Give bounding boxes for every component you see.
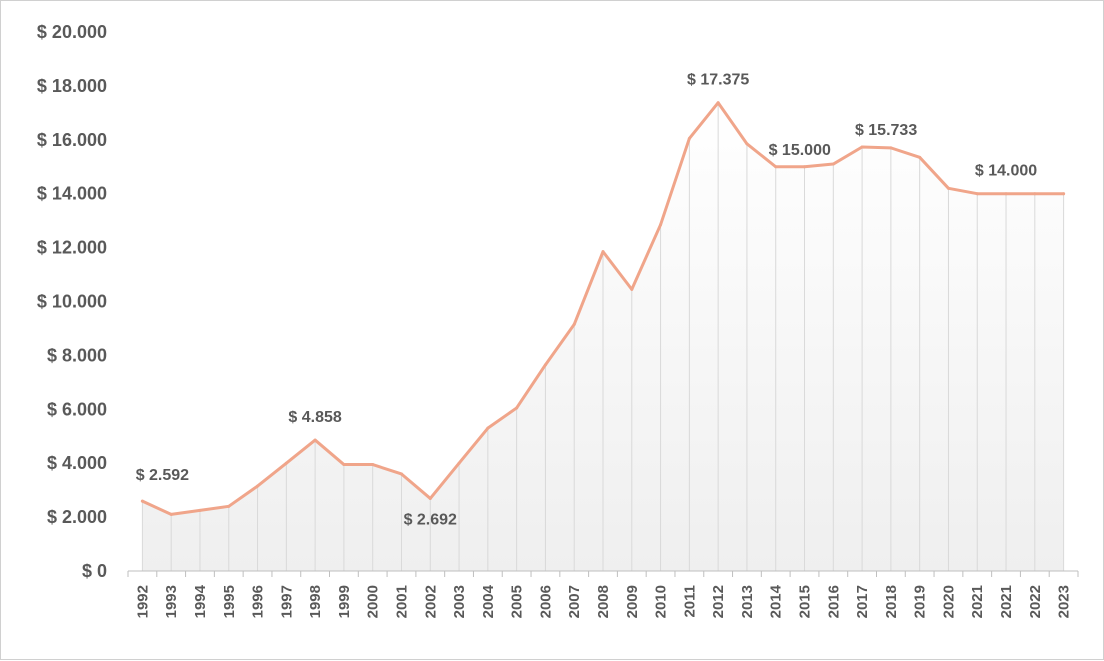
data-label: $ 4.858 <box>288 409 341 426</box>
x-tick-label: 2015 <box>797 585 814 618</box>
y-tick-label: $ 8.000 <box>47 345 107 365</box>
x-tick-label: 2000 <box>365 585 382 618</box>
data-point <box>803 165 807 169</box>
data-point <box>946 186 950 190</box>
x-tick-label: 1992 <box>134 585 151 618</box>
x-tick-label: 2016 <box>825 585 842 618</box>
y-tick-label: $ 0 <box>82 561 107 581</box>
data-point <box>227 504 231 508</box>
data-point <box>169 512 173 516</box>
x-tick-label: 2008 <box>595 585 612 618</box>
data-point <box>745 142 749 146</box>
x-tick-label: 2011 <box>681 585 698 618</box>
x-tick-label: 2012 <box>710 585 727 618</box>
data-point <box>342 463 346 467</box>
x-tick-label: 1993 <box>163 585 180 618</box>
data-labels: $ 2.592 $ 4.858 $ 2.692 $ 17.375 $ 15.000 $ 1… <box>136 72 1038 529</box>
data-point <box>716 101 720 105</box>
data-point <box>687 136 691 140</box>
x-tick-label: 1997 <box>278 585 295 618</box>
data-point <box>630 287 634 291</box>
y-tick-label: $ 12.000 <box>37 238 107 258</box>
x-tick-label: 2002 <box>422 585 439 618</box>
data-point <box>457 461 461 465</box>
data-label: $ 2.692 <box>404 511 457 528</box>
x-tick-label: 2007 <box>566 585 583 618</box>
data-point <box>256 484 260 488</box>
data-label: $ 2.592 <box>136 467 189 484</box>
data-point <box>659 223 663 227</box>
y-tick-label: $ 16.000 <box>37 130 107 150</box>
data-label: $ 14.000 <box>975 163 1037 180</box>
data-point <box>831 162 835 166</box>
data-point <box>198 508 202 512</box>
y-tick-label: $ 10.000 <box>37 292 107 312</box>
data-point <box>515 406 519 410</box>
x-tick-label: 2023 <box>1056 585 1073 618</box>
y-tick-label: $ 4.000 <box>47 453 107 473</box>
x-tick-label: 1999 <box>336 585 353 618</box>
data-label: $ 17.375 <box>687 72 749 89</box>
data-point <box>572 322 576 326</box>
data-point <box>889 146 893 150</box>
data-label: $ 15.733 <box>855 122 917 139</box>
data-point <box>860 145 864 149</box>
data-label: $ 15.000 <box>769 142 831 159</box>
data-point <box>140 499 144 503</box>
data-point <box>399 472 403 476</box>
x-tick-label: 2004 <box>480 584 497 618</box>
x-tick-label: 2009 <box>624 585 641 618</box>
x-tick-label: 1994 <box>192 584 209 618</box>
y-tick-label: $ 18.000 <box>37 76 107 96</box>
x-tick-label: 1998 <box>307 585 324 618</box>
data-point <box>774 165 778 169</box>
data-point <box>1033 192 1037 196</box>
data-point <box>313 438 317 442</box>
x-tick-label: 2001 <box>393 585 410 618</box>
data-point <box>371 463 375 467</box>
x-tick-label: 1995 <box>221 585 238 618</box>
y-tick-label: $ 2.000 <box>47 507 107 527</box>
x-tick-label: 2020 <box>940 585 957 618</box>
y-tick-label: $ 6.000 <box>47 399 107 419</box>
y-axis-tick-labels: $ 0 $ 2.000 $ 4.000 $ 6.000 $ 8.000 $ 10.000 $… <box>37 22 107 581</box>
x-tick-label: 2019 <box>912 585 929 618</box>
data-point <box>486 426 490 430</box>
x-tick-label: 2014 <box>768 584 785 618</box>
data-point <box>543 363 547 367</box>
data-point <box>918 155 922 159</box>
x-tick-label: 2005 <box>509 585 526 618</box>
x-tick-label: 2021 <box>998 585 1015 618</box>
x-tick-label: 1996 <box>250 585 267 618</box>
data-point <box>284 461 288 465</box>
data-point <box>1004 192 1008 196</box>
x-tick-label: 2013 <box>739 585 756 618</box>
x-tick-label: 2018 <box>883 585 900 618</box>
series-line <box>140 101 1066 516</box>
data-point <box>975 192 979 196</box>
x-tick-label: 2003 <box>451 585 468 618</box>
x-tick-label: 2006 <box>537 585 554 618</box>
x-tick-label: 2022 <box>1027 585 1044 618</box>
x-tick-label: 2017 <box>854 585 871 618</box>
data-point <box>601 250 605 254</box>
x-axis-tick-labels: 1992 1993 1994 1995 1996 1997 1998 1999 2000 2001… <box>134 584 1072 618</box>
data-point <box>1062 192 1066 196</box>
x-tick-label: 2010 <box>653 585 670 618</box>
data-point <box>428 496 432 500</box>
y-tick-label: $ 20.000 <box>37 22 107 42</box>
drop-lines <box>141 102 1065 571</box>
y-tick-label: $ 14.000 <box>37 184 107 204</box>
x-axis <box>127 570 1079 577</box>
x-tick-label: 2021 <box>969 585 986 618</box>
